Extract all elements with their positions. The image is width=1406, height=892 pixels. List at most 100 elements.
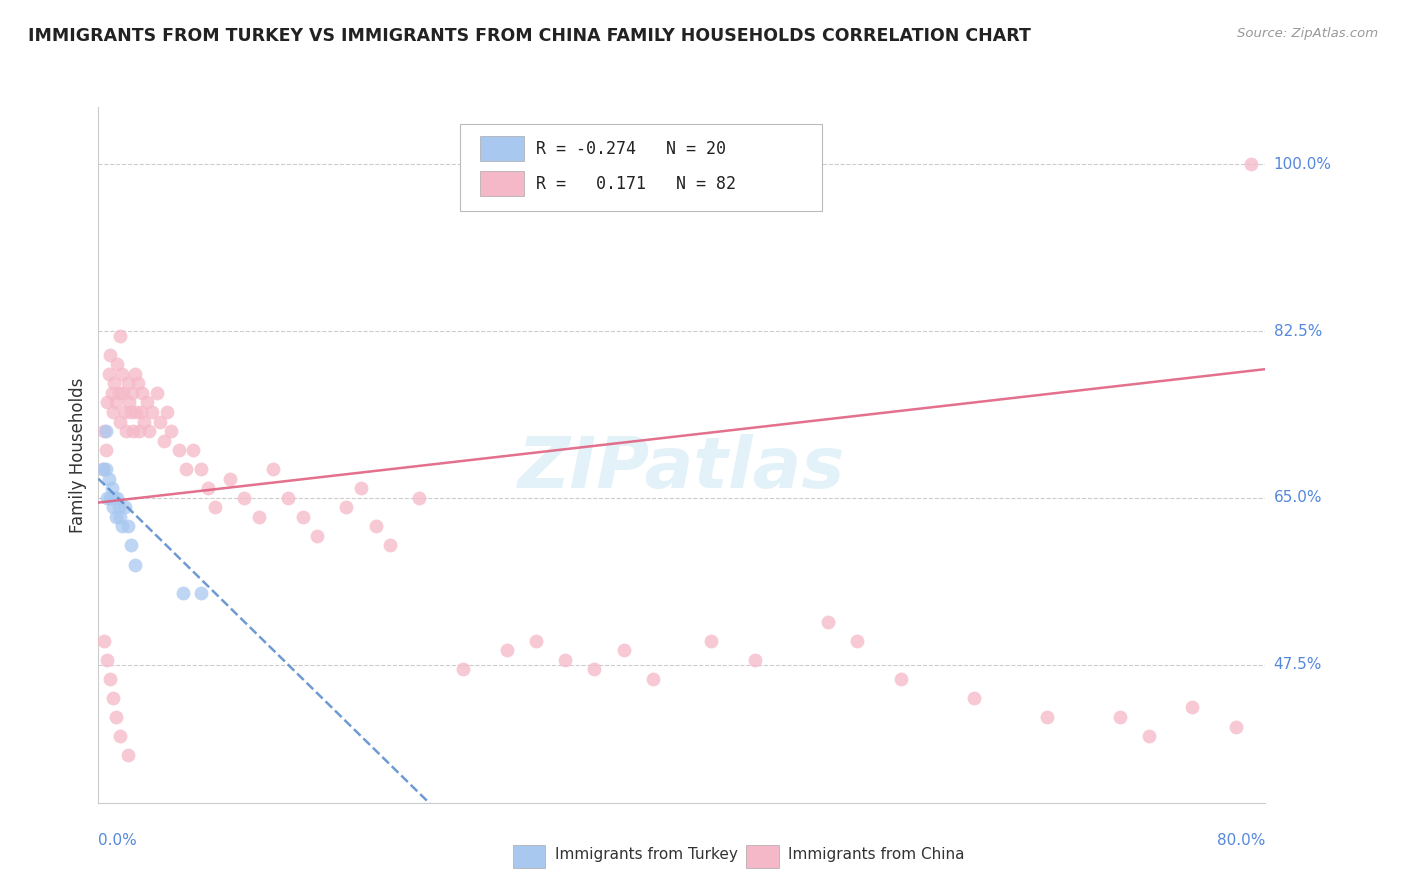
Point [612,643,634,657]
Point [105,491,128,505]
Point [262,462,284,476]
Point [111,519,134,533]
Point [112,386,135,401]
Point [233,491,256,505]
Point [451,662,474,676]
Text: R =   0.171   N = 82: R = 0.171 N = 82 [536,175,735,193]
Point [122,424,145,438]
Point [1181,700,1204,714]
Bar [747,846,779,868]
Point [104,509,127,524]
Point [962,690,984,705]
Point [817,615,839,629]
Point [1137,729,1160,743]
Text: Immigrants from China: Immigrants from China [789,847,965,863]
Point [110,509,132,524]
Point [98,672,121,686]
Point [96,653,118,667]
Point [127,376,149,391]
Point [103,491,125,505]
Point [120,539,142,553]
Point [117,376,139,391]
Point [103,376,125,391]
Text: 47.5%: 47.5% [1274,657,1322,672]
Point [277,491,299,505]
Point [117,748,139,763]
Point [104,710,127,724]
Text: R = -0.274   N = 20: R = -0.274 N = 20 [536,140,725,158]
Point [128,424,150,438]
Point [174,462,197,476]
Point [94,462,117,476]
Point [364,519,387,533]
Point [247,509,270,524]
Point [97,367,120,381]
Point [146,386,169,401]
Bar [479,136,524,161]
Point [115,424,138,438]
Point [110,328,132,343]
Bar [513,846,546,868]
Point [97,472,120,486]
Point [181,443,204,458]
Point [583,662,606,676]
Point [641,672,664,686]
Point [101,405,124,419]
Point [131,386,153,401]
Point [94,424,117,438]
Point [114,500,136,515]
Point [129,405,152,419]
Text: IMMIGRANTS FROM TURKEY VS IMMIGRANTS FROM CHINA FAMILY HOUSEHOLDS CORRELATION CH: IMMIGRANTS FROM TURKEY VS IMMIGRANTS FRO… [28,27,1031,45]
Point [93,633,115,648]
Point [218,472,240,486]
Point [108,500,131,515]
Point [167,443,190,458]
Point [190,586,212,600]
Text: Source: ZipAtlas.com: Source: ZipAtlas.com [1237,27,1378,40]
Point [100,481,122,495]
Text: 100.0%: 100.0% [1274,157,1331,172]
Point [135,395,157,409]
Point [554,653,576,667]
Point [138,424,160,438]
Point [114,405,136,419]
Text: Immigrants from Turkey: Immigrants from Turkey [555,847,738,863]
Point [121,386,143,401]
Point [124,367,146,381]
Point [160,424,183,438]
Point [117,519,139,533]
Text: 82.5%: 82.5% [1274,324,1322,339]
Point [101,690,124,705]
Point [744,653,766,667]
FancyBboxPatch shape [460,124,823,211]
Point [105,357,128,371]
Point [1225,720,1247,734]
Point [378,539,402,553]
Point [495,643,517,657]
Point [104,395,127,409]
Point [111,367,134,381]
Point [700,633,723,648]
Point [350,481,373,495]
Point [96,395,118,409]
Point [890,672,912,686]
Text: ZIPatlas: ZIPatlas [519,434,845,503]
Text: 0.0%: 0.0% [98,833,138,848]
Point [94,443,117,458]
Point [101,500,124,515]
Point [96,491,118,505]
Point [98,348,121,362]
Point [845,633,868,648]
Y-axis label: Family Households: Family Households [69,377,87,533]
Point [100,386,122,401]
Point [190,462,212,476]
Point [153,434,176,448]
Point [149,415,172,429]
Point [120,405,142,419]
Text: 80.0%: 80.0% [1218,833,1265,848]
Point [98,491,121,505]
Point [108,386,131,401]
Point [110,415,132,429]
Point [156,405,179,419]
Point [118,395,141,409]
